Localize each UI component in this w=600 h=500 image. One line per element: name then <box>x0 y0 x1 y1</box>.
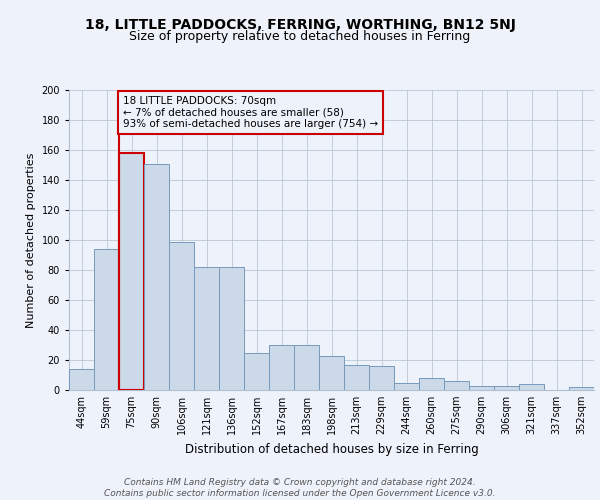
Bar <box>319 356 344 390</box>
Bar <box>144 164 169 390</box>
X-axis label: Distribution of detached houses by size in Ferring: Distribution of detached houses by size … <box>185 442 478 456</box>
Bar <box>419 378 444 390</box>
Bar <box>519 384 544 390</box>
Text: 18, LITTLE PADDOCKS, FERRING, WORTHING, BN12 5NJ: 18, LITTLE PADDOCKS, FERRING, WORTHING, … <box>85 18 515 32</box>
Bar <box>294 345 319 390</box>
Y-axis label: Number of detached properties: Number of detached properties <box>26 152 36 328</box>
Bar <box>94 249 119 390</box>
Text: Size of property relative to detached houses in Ferring: Size of property relative to detached ho… <box>130 30 470 43</box>
Bar <box>219 267 244 390</box>
Bar <box>269 345 294 390</box>
Bar <box>369 366 394 390</box>
Bar <box>394 382 419 390</box>
Bar <box>244 352 269 390</box>
Bar <box>569 387 594 390</box>
Bar <box>119 153 144 390</box>
Text: 18 LITTLE PADDOCKS: 70sqm
← 7% of detached houses are smaller (58)
93% of semi-d: 18 LITTLE PADDOCKS: 70sqm ← 7% of detach… <box>123 96 378 129</box>
Text: Contains HM Land Registry data © Crown copyright and database right 2024.
Contai: Contains HM Land Registry data © Crown c… <box>104 478 496 498</box>
Bar <box>69 369 94 390</box>
Bar <box>444 381 469 390</box>
Bar <box>169 242 194 390</box>
Bar <box>494 386 519 390</box>
Bar <box>194 267 219 390</box>
Bar <box>469 386 494 390</box>
Bar <box>344 364 369 390</box>
